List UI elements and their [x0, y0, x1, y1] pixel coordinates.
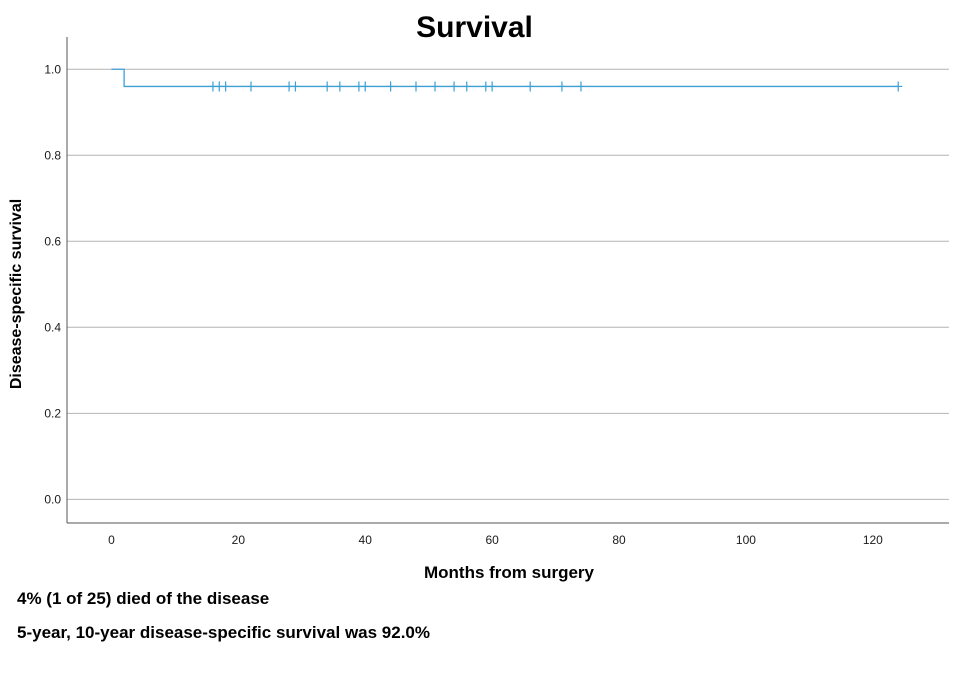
y-tick-label: 0.2 — [44, 406, 61, 420]
censor-mark — [488, 81, 497, 92]
y-tick-label: 0.8 — [44, 148, 61, 162]
censor-mark — [557, 81, 566, 92]
x-tick-label: 120 — [863, 533, 883, 547]
chart-title: Survival — [416, 11, 533, 44]
censor-mark — [526, 81, 535, 92]
note-survival-rate: 5-year, 10-year disease-specific surviva… — [17, 623, 430, 642]
x-tick-label: 60 — [485, 533, 499, 547]
y-tick-label: 1.0 — [44, 62, 61, 76]
y-tick-label: 0.6 — [44, 234, 61, 248]
censor-mark — [291, 81, 300, 92]
censor-mark — [247, 81, 256, 92]
survival-step-line — [111, 68, 899, 88]
censor-mark — [386, 81, 395, 92]
censor-mark — [894, 81, 903, 92]
y-tick-label: 0.0 — [44, 492, 61, 506]
censor-mark — [576, 81, 585, 92]
x-tick-label: 40 — [359, 533, 373, 547]
censor-mark — [335, 81, 344, 92]
censor-mark — [450, 81, 459, 92]
x-tick-label: 100 — [736, 533, 756, 547]
y-tick-label: 0.4 — [44, 320, 61, 334]
y-axis-label: Disease-specific survival — [8, 198, 25, 390]
censor-mark — [361, 81, 370, 92]
x-tick-label: 0 — [108, 533, 115, 547]
note-deaths: 4% (1 of 25) died of the disease — [17, 589, 270, 608]
x-tick-label: 80 — [612, 533, 626, 547]
x-tick-label: 20 — [232, 533, 246, 547]
x-axis-label: Months from surgery — [423, 563, 595, 582]
censor-mark — [462, 81, 471, 92]
censor-mark — [221, 81, 230, 92]
censor-mark — [431, 81, 440, 92]
censor-mark — [323, 81, 332, 92]
censor-mark — [411, 81, 420, 92]
